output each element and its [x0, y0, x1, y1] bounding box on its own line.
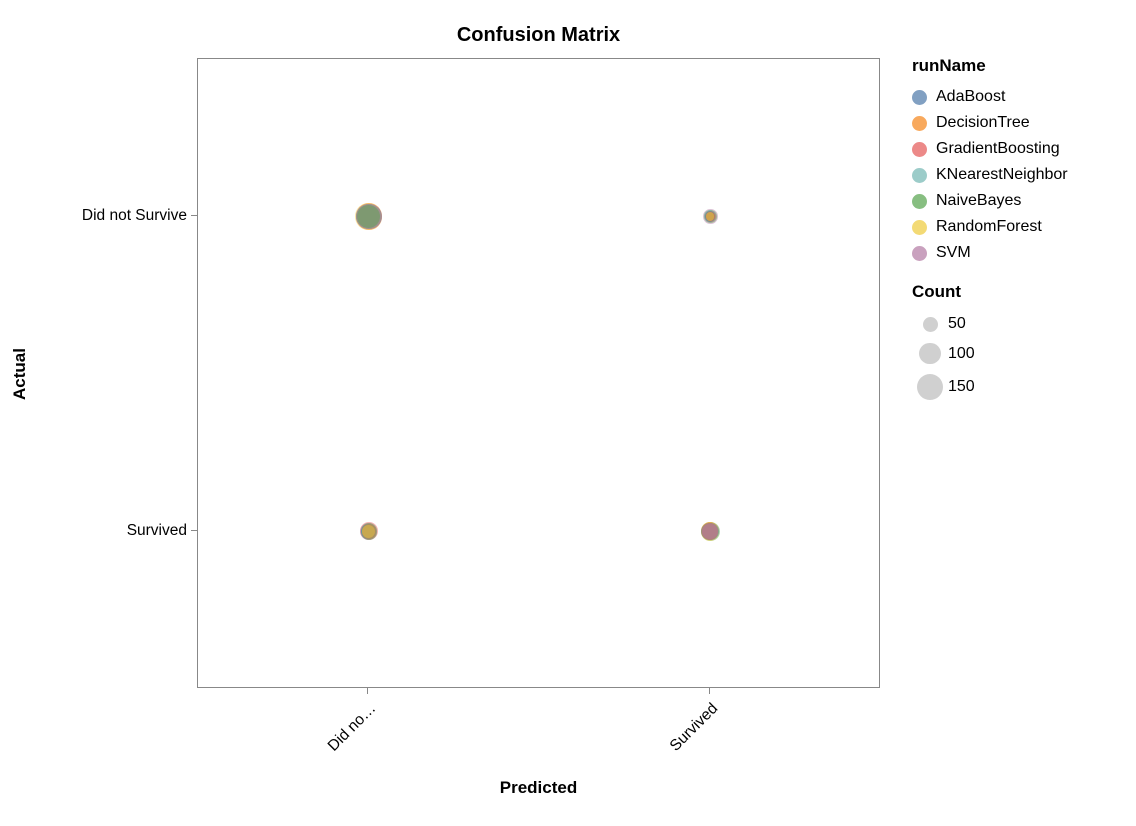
legend-swatch	[912, 89, 927, 105]
data-point[interactable]	[357, 204, 381, 229]
x-tick-label: Survived	[666, 700, 722, 755]
data-point[interactable]	[702, 209, 718, 224]
legend-entry-decisiontree: DecisionTree	[912, 110, 1132, 136]
legend-label: KNearestNeighbor	[936, 166, 1068, 183]
legend-label: NaiveBayes	[936, 192, 1022, 209]
data-point[interactable]	[361, 524, 377, 539]
data-point[interactable]	[705, 211, 715, 222]
x-tick-label: Did no…	[325, 700, 380, 755]
plot-area	[197, 58, 880, 688]
legend: runName AdaBoost DecisionTree GradientBoos…	[912, 56, 1132, 405]
legend-entry-knearestneighbor: KNearestNeighbor	[912, 162, 1132, 188]
size-legend-entry: 100	[912, 338, 1132, 369]
legend-swatch	[912, 115, 927, 131]
legend-entry-adaboost: AdaBoost	[912, 84, 1132, 110]
data-point[interactable]	[362, 524, 376, 539]
size-legend-label: 50	[948, 315, 966, 332]
legend-label: AdaBoost	[936, 88, 1006, 105]
data-point[interactable]	[702, 523, 719, 540]
data-point[interactable]	[701, 523, 719, 540]
legend-swatch	[912, 193, 927, 209]
x-tick-mark	[367, 688, 369, 694]
data-point[interactable]	[355, 203, 382, 230]
x-tick-mark	[708, 688, 710, 694]
size-legend-circle	[917, 374, 943, 401]
size-legend-entry: 50	[912, 310, 1132, 338]
legend-entry-gradientboosting: GradientBoosting	[912, 136, 1132, 162]
size-legend-circle	[919, 343, 941, 365]
color-legend-title: runName	[912, 56, 986, 75]
legend-swatch	[912, 245, 927, 261]
legend-label: SVM	[936, 244, 971, 261]
data-point[interactable]	[360, 522, 378, 541]
size-legend-title: Count	[912, 282, 962, 301]
legend-label: GradientBoosting	[936, 140, 1060, 157]
legend-entry-naivebayes: NaiveBayes	[912, 188, 1132, 214]
data-point[interactable]	[355, 203, 382, 230]
chart-title: Confusion Matrix	[456, 24, 621, 46]
y-tick-label: Did not Survive	[81, 206, 187, 224]
size-legend-circle	[922, 316, 938, 332]
legend-swatch	[912, 167, 927, 183]
y-tick-mark	[191, 530, 197, 531]
data-point[interactable]	[701, 522, 720, 541]
data-point[interactable]	[703, 209, 717, 224]
legend-label: RandomForest	[936, 218, 1042, 235]
y-tick-label: Survived	[126, 521, 187, 539]
legend-label: DecisionTree	[936, 114, 1030, 131]
data-point[interactable]	[361, 524, 376, 539]
y-tick-mark	[191, 215, 197, 216]
legend-entry-randomforest: RandomForest	[912, 214, 1132, 240]
data-point[interactable]	[706, 212, 715, 221]
data-point[interactable]	[702, 523, 719, 540]
data-point[interactable]	[360, 523, 377, 540]
data-point[interactable]	[359, 522, 378, 541]
data-point[interactable]	[356, 204, 382, 229]
data-point[interactable]	[355, 203, 382, 230]
data-point[interactable]	[361, 523, 377, 540]
data-point[interactable]	[700, 521, 720, 542]
legend-swatch	[912, 219, 927, 235]
data-point[interactable]	[356, 203, 382, 230]
data-point[interactable]	[705, 211, 716, 222]
data-point[interactable]	[700, 522, 720, 541]
y-axis-title: Actual	[10, 348, 29, 400]
legend-swatch	[912, 141, 927, 157]
size-legend-entry: 150	[912, 369, 1132, 405]
data-point[interactable]	[704, 210, 716, 223]
size-legend-label: 150	[948, 378, 975, 396]
x-axis-title: Predicted	[499, 778, 578, 797]
size-legend-entries: 50 100 150	[912, 310, 1132, 405]
data-point[interactable]	[355, 203, 383, 230]
data-point[interactable]	[701, 522, 719, 541]
size-legend-label: 100	[948, 344, 975, 362]
legend-entry-svm: SVM	[912, 240, 1132, 266]
data-point[interactable]	[704, 210, 717, 223]
color-legend-entries: AdaBoost DecisionTree GradientBoosting KNea…	[912, 84, 1132, 266]
